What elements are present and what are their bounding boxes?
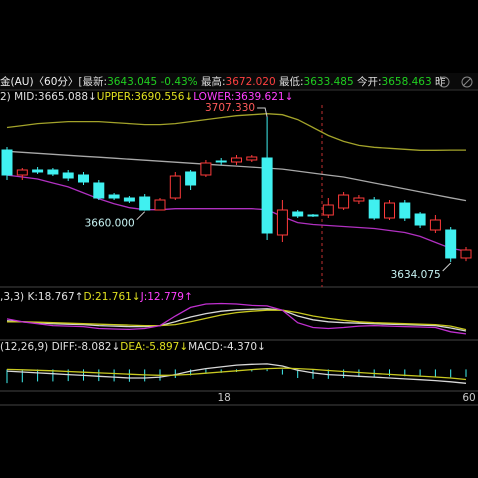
band-line xyxy=(6,174,467,252)
x-tick-label: 18 xyxy=(218,392,231,404)
candle-body xyxy=(32,169,44,173)
legend: (12,26,9) DIFF:-8.082↓DEA:-5.897↓MACD:-4… xyxy=(0,341,266,353)
candle-body xyxy=(429,219,441,231)
label-leader xyxy=(257,107,268,118)
candle-body xyxy=(154,199,166,211)
symbol: 金(AU)〈60分〉 xyxy=(0,75,78,88)
legend-entry: LOWER:3639.621↓ xyxy=(193,91,293,103)
candle-body xyxy=(338,194,350,209)
candle-body xyxy=(292,211,304,217)
quote-field: 3658.463 xyxy=(382,76,432,88)
legend-entry: D:21.761↓ xyxy=(83,291,140,303)
close-icon-slash xyxy=(462,77,472,87)
candle-body xyxy=(1,149,13,176)
candle-body xyxy=(215,160,227,163)
quote-field: 最高: xyxy=(198,75,226,88)
close-icon[interactable] xyxy=(461,76,473,88)
candle-body xyxy=(276,209,288,236)
quote-field: 最低: xyxy=(276,75,304,88)
candle-body xyxy=(62,172,74,179)
candle-body xyxy=(231,157,242,163)
extreme-label: 3660.000 xyxy=(85,218,135,230)
quote-field: -0.43% xyxy=(157,76,198,88)
legend-entry: MACD:-4.370↓ xyxy=(188,341,266,353)
quote-field: 今开: xyxy=(354,75,382,88)
candle-body xyxy=(16,169,28,176)
band-line xyxy=(6,113,466,151)
candle-body xyxy=(384,202,395,219)
band-line xyxy=(6,150,467,202)
candle-body xyxy=(93,182,105,199)
settings-icon[interactable] xyxy=(438,76,450,88)
candle-body xyxy=(108,194,120,199)
candle-body xyxy=(123,197,135,202)
candle-body xyxy=(200,162,212,176)
legend-entry: ,3,3) K:18.767↑ xyxy=(0,291,83,303)
candle-body xyxy=(139,196,151,211)
legend-entry: (12,26,9) DIFF:-8.082↓ xyxy=(0,341,120,353)
label-leader xyxy=(136,211,146,221)
candle-body xyxy=(368,199,380,219)
extreme-label: 3707.330 xyxy=(205,102,255,114)
header-bar xyxy=(0,73,478,90)
candle-body xyxy=(322,204,334,216)
label-leader xyxy=(442,262,452,272)
candle-body xyxy=(353,197,365,202)
header: 金(AU)〈60分〉[最新:3643.045 -0.43% 最高:3672.02… xyxy=(0,75,446,88)
quote-field: 3672.020 xyxy=(226,76,276,88)
legend-entry: UPPER:3690.556↓ xyxy=(97,91,193,103)
candle-body xyxy=(307,214,319,217)
candle-body xyxy=(414,213,426,226)
quote-field: 3633.485 xyxy=(304,76,354,88)
candle-body xyxy=(399,202,411,219)
indicator-line xyxy=(7,309,467,331)
legend-entry: J:12.779↑ xyxy=(140,291,193,303)
candle-body xyxy=(47,169,59,175)
candle-body xyxy=(246,156,258,161)
x-tick-label: 60 xyxy=(462,392,475,404)
indicator-line xyxy=(6,308,467,332)
candle-body xyxy=(78,174,89,183)
legend: ,3,3) K:18.767↑D:21.761↓J:12.779↑ xyxy=(0,291,193,303)
candle-body xyxy=(460,249,472,259)
candle-body xyxy=(261,157,273,234)
candle-body xyxy=(169,175,181,199)
extreme-label: 3634.075 xyxy=(391,269,441,281)
candle-body xyxy=(185,171,197,186)
indicator-line xyxy=(6,363,467,384)
quote-field: [最新: xyxy=(78,75,107,88)
candle-body xyxy=(445,229,457,259)
legend-entry: DEA:-5.897↓ xyxy=(120,341,188,353)
legend-entry: 2) MID:3665.088↓ xyxy=(0,91,97,103)
indicator-line xyxy=(6,302,467,335)
indicator-line xyxy=(6,367,467,381)
legend: 2) MID:3665.088↓UPPER:3690.556↓LOWER:363… xyxy=(0,91,293,103)
quote-field: 3643.045 xyxy=(107,76,157,88)
